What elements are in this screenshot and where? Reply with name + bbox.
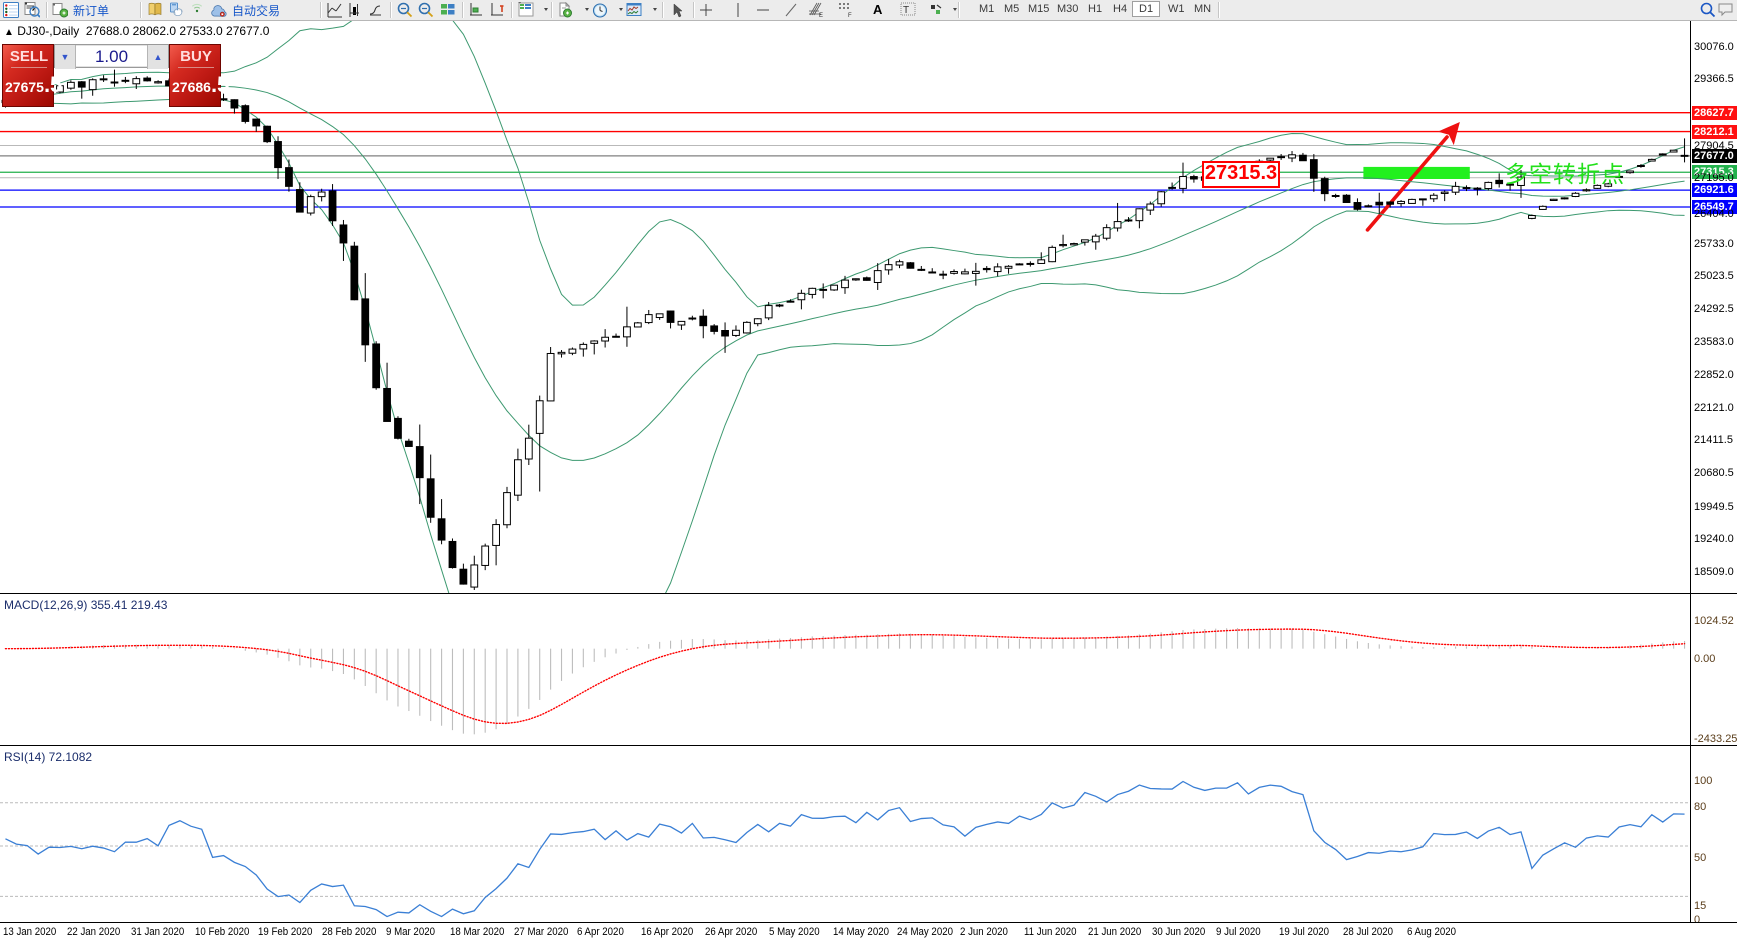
svg-text:F: F: [848, 13, 852, 18]
svg-text:T: T: [903, 5, 909, 16]
svg-text:E: E: [819, 13, 823, 18]
